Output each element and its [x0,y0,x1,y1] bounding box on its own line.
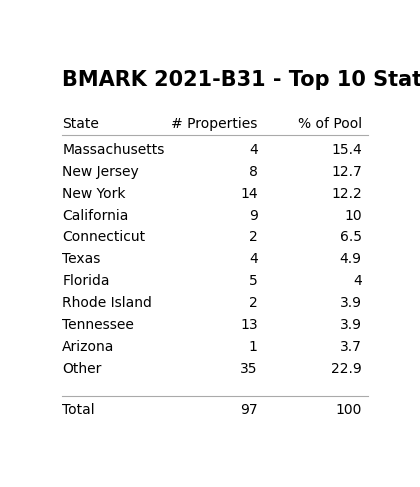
Text: New Jersey: New Jersey [62,165,139,179]
Text: New York: New York [62,187,126,201]
Text: State: State [62,116,99,131]
Text: Rhode Island: Rhode Island [62,296,152,310]
Text: 3.7: 3.7 [340,340,362,354]
Text: 14: 14 [240,187,257,201]
Text: Florida: Florida [62,274,110,288]
Text: California: California [62,208,129,223]
Text: Massachusetts: Massachusetts [62,143,165,157]
Text: Total: Total [62,403,95,417]
Text: 12.7: 12.7 [331,165,362,179]
Text: 4: 4 [249,143,257,157]
Text: 8: 8 [249,165,257,179]
Text: 9: 9 [249,208,257,223]
Text: BMARK 2021-B31 - Top 10 States: BMARK 2021-B31 - Top 10 States [62,70,420,90]
Text: 15.4: 15.4 [331,143,362,157]
Text: Connecticut: Connecticut [62,230,145,244]
Text: 4: 4 [353,274,362,288]
Text: Other: Other [62,362,102,376]
Text: % of Pool: % of Pool [298,116,362,131]
Text: 2: 2 [249,230,257,244]
Text: 1: 1 [249,340,257,354]
Text: 12.2: 12.2 [331,187,362,201]
Text: 4.9: 4.9 [340,252,362,266]
Text: 13: 13 [240,318,257,332]
Text: 100: 100 [335,403,362,417]
Text: 6.5: 6.5 [340,230,362,244]
Text: Tennessee: Tennessee [62,318,134,332]
Text: 4: 4 [249,252,257,266]
Text: 22.9: 22.9 [331,362,362,376]
Text: Texas: Texas [62,252,101,266]
Text: 3.9: 3.9 [340,318,362,332]
Text: 35: 35 [240,362,257,376]
Text: 10: 10 [344,208,362,223]
Text: Arizona: Arizona [62,340,115,354]
Text: 97: 97 [240,403,257,417]
Text: 3.9: 3.9 [340,296,362,310]
Text: 5: 5 [249,274,257,288]
Text: 2: 2 [249,296,257,310]
Text: # Properties: # Properties [171,116,257,131]
